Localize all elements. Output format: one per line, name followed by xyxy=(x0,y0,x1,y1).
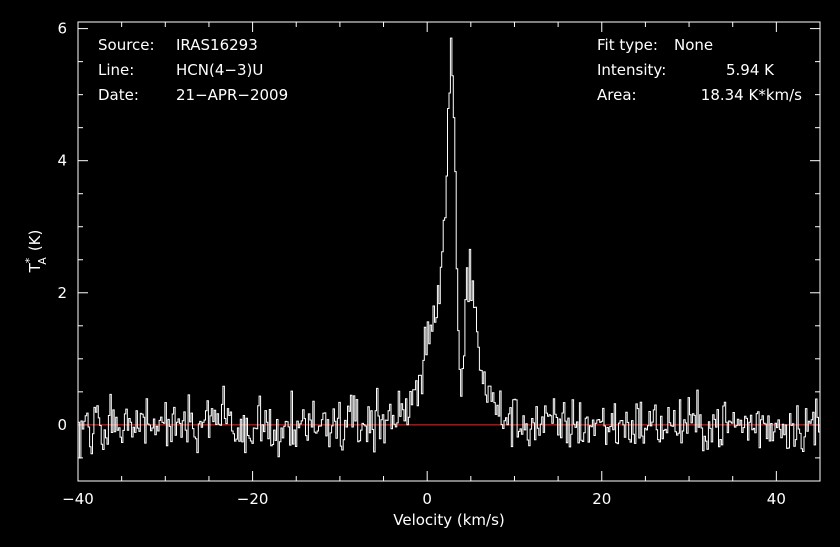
y-axis-label-unit: (K) xyxy=(26,230,44,252)
y-tick-label: 4 xyxy=(57,152,67,170)
y-tick-label: 0 xyxy=(57,416,67,434)
intensity-value: 5.94 K xyxy=(726,61,775,79)
x-tick-label: 0 xyxy=(422,490,432,508)
plot-frame xyxy=(77,21,821,482)
x-axis-label: Velocity (km/s) xyxy=(393,511,504,529)
source-value: IRAS16293 xyxy=(176,36,258,54)
date-value: 21−APR−2009 xyxy=(176,86,288,104)
x-tick-label: −40 xyxy=(62,490,94,508)
y-axis-label-symbol: T xyxy=(26,262,44,273)
svg-text:T*A(K): T*A (K) xyxy=(23,230,49,274)
fit-type-label: Fit type: xyxy=(597,36,658,54)
source-label: Source: xyxy=(98,36,155,54)
area-value: 18.34 K*km/s xyxy=(701,86,802,104)
spectrum-series xyxy=(78,37,821,459)
x-tick-label: −20 xyxy=(237,490,269,508)
date-label: Date: xyxy=(98,86,139,104)
y-tick-label: 6 xyxy=(57,20,67,38)
fit-type-value: None xyxy=(674,36,713,54)
y-tick-label: 2 xyxy=(57,284,67,302)
tick-labels: −40 −20 0 20 40 0 2 4 6 xyxy=(57,20,785,508)
y-axis-label: T*A (K) xyxy=(23,230,49,274)
line-label: Line: xyxy=(98,61,134,79)
intensity-label: Intensity: xyxy=(597,61,666,79)
spectrum-line xyxy=(78,37,821,459)
x-tick-label: 40 xyxy=(767,490,786,508)
x-tick-label: 20 xyxy=(592,490,611,508)
y-axis-label-sub: A xyxy=(36,257,49,265)
area-label: Area: xyxy=(597,86,637,104)
line-value: HCN(4−3)U xyxy=(176,61,263,79)
y-axis-label-sup: * xyxy=(23,257,36,263)
